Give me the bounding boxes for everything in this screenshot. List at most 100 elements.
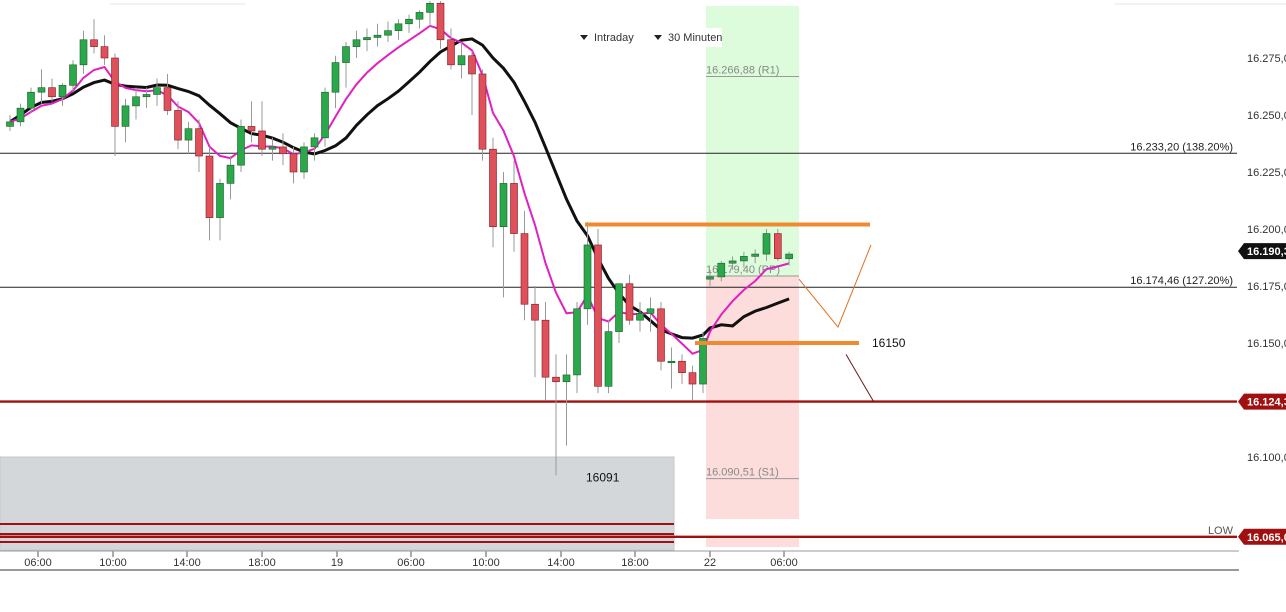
candle <box>289 146 298 184</box>
candle-body <box>142 94 151 98</box>
candle <box>478 69 487 161</box>
x-tick-label: 10:00 <box>99 557 127 569</box>
x-tick-label: 18:00 <box>248 557 276 569</box>
candle-body <box>205 155 214 218</box>
candle-body <box>552 376 560 383</box>
moving-average-fast <box>9 24 790 355</box>
candle <box>678 354 686 385</box>
candle <box>541 301 550 400</box>
annotation-label: 16091 <box>586 471 620 485</box>
candle-body <box>352 39 361 47</box>
pivot-label: 16.179,40 (PP) <box>706 264 780 276</box>
candle-body <box>447 39 455 66</box>
candle <box>562 354 571 446</box>
x-tick-label: 14:00 <box>547 557 575 569</box>
y-tick-label: 16.150,0 <box>1247 338 1286 350</box>
period-dropdown[interactable]: Intraday <box>580 28 634 47</box>
level-label: 16.233,20 (138.20%) <box>1130 141 1233 153</box>
candle-body <box>510 183 518 234</box>
candle <box>195 119 203 172</box>
candle <box>785 251 793 266</box>
candle <box>237 119 245 172</box>
candle-body <box>489 148 497 228</box>
candle <box>615 283 623 343</box>
candle <box>100 35 109 65</box>
candle-body <box>321 91 329 139</box>
candle <box>706 270 714 286</box>
candle-body <box>615 283 623 332</box>
price-badge-label: 16.190,3 <box>1247 246 1286 258</box>
candle-body <box>636 313 644 321</box>
y-tick-label: 16.175,0 <box>1247 281 1286 293</box>
candle-body <box>279 146 287 155</box>
candle <box>657 301 665 371</box>
candle <box>728 256 737 271</box>
candle <box>331 55 340 109</box>
annotation-label: 16150 <box>872 336 906 350</box>
candle <box>27 87 35 113</box>
candle <box>489 137 497 248</box>
candle <box>520 210 529 321</box>
candle <box>394 19 403 40</box>
candle <box>604 320 613 394</box>
candle <box>342 42 350 88</box>
candle-body <box>90 39 98 47</box>
candle-body <box>16 107 25 123</box>
candle-body <box>436 2 445 41</box>
candle-body <box>216 183 224 218</box>
candle-body <box>58 85 67 98</box>
interval-label: 30 Minuten <box>668 31 723 44</box>
interval-dropdown[interactable]: 30 Minuten <box>654 28 723 47</box>
y-tick-label: 16.275,0 <box>1247 53 1286 65</box>
candle-body <box>237 126 245 166</box>
candle-body <box>426 2 434 13</box>
candle-body <box>300 146 308 173</box>
candle <box>773 229 782 261</box>
price-badge <box>1238 528 1286 545</box>
x-tick-label: 10:00 <box>472 557 500 569</box>
moving-average-slow <box>9 37 790 340</box>
candle <box>373 23 382 47</box>
candle-body <box>373 34 382 38</box>
candle <box>121 99 130 143</box>
candle-body <box>699 338 707 385</box>
candle-body <box>706 276 714 280</box>
price-badge-label: 16.065,0 <box>1247 532 1286 544</box>
candle <box>552 354 560 476</box>
candle <box>6 115 14 131</box>
candle <box>111 53 119 157</box>
candle-body <box>48 87 56 98</box>
x-tick-label: 14:00 <box>173 557 201 569</box>
candle-body <box>342 46 350 63</box>
candle-body <box>310 137 319 148</box>
candle <box>321 87 329 147</box>
level-label: LOW <box>1208 525 1234 537</box>
candle <box>69 60 77 93</box>
candle-body <box>69 64 77 86</box>
y-tick-label: 16.100,0 <box>1247 452 1286 464</box>
candle-body <box>762 233 771 255</box>
candle-body <box>594 244 602 387</box>
candle <box>205 146 214 241</box>
level-label: 16.174,46 (127.20%) <box>1130 275 1233 287</box>
candle-body <box>415 12 424 20</box>
pivot-label: 16.266,88 (R1) <box>706 65 779 77</box>
candle <box>226 156 235 200</box>
candle-body <box>226 164 235 184</box>
candle-body <box>384 30 392 36</box>
period-label: Intraday <box>594 31 634 44</box>
candle <box>751 249 760 264</box>
candle-body <box>604 331 613 387</box>
candle-body <box>678 360 686 373</box>
candle <box>132 87 140 120</box>
candle <box>531 286 539 378</box>
candle <box>153 78 161 106</box>
candle <box>717 260 726 282</box>
candle-body <box>100 46 109 59</box>
y-tick-label: 16.225,0 <box>1247 167 1286 179</box>
candle-body <box>457 55 466 66</box>
candle <box>405 14 413 33</box>
candle-body <box>728 260 737 264</box>
x-tick-label: 06:00 <box>397 557 425 569</box>
